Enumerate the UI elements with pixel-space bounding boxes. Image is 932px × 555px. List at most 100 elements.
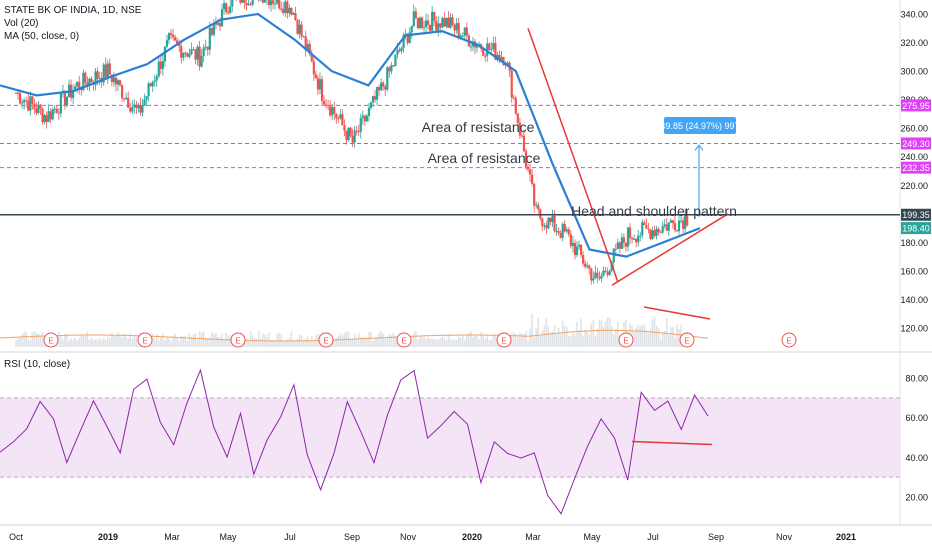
volume-bar xyxy=(97,340,99,347)
volume-bar xyxy=(442,336,444,347)
volume-bar xyxy=(448,334,450,347)
volume-bar xyxy=(546,318,548,347)
volume-bar xyxy=(641,324,643,347)
candle-body xyxy=(321,79,323,101)
x-tick-label: Mar xyxy=(164,532,180,542)
volume-bar xyxy=(258,332,260,347)
candle-body xyxy=(194,49,196,59)
volume-bar xyxy=(590,324,592,347)
volume-bar xyxy=(678,329,680,347)
volume-bar xyxy=(576,322,578,347)
candle-body xyxy=(570,234,572,246)
candle-body xyxy=(97,71,99,78)
candle-body xyxy=(678,221,680,231)
volume-bar xyxy=(172,336,174,347)
ma-legend: MA (50, close, 0) xyxy=(4,30,141,43)
volume-bar xyxy=(213,334,215,347)
volume-bar xyxy=(635,327,637,347)
volume-bar xyxy=(282,341,284,347)
x-tick-label: Jul xyxy=(647,532,659,542)
volume-bar xyxy=(333,340,335,347)
volume-bar xyxy=(456,340,458,347)
volume-bar xyxy=(15,340,17,347)
candle-body xyxy=(168,33,170,40)
rsi-y-tick-label: 80.00 xyxy=(905,374,928,384)
volume-bar xyxy=(170,341,172,347)
volume-bar xyxy=(586,332,588,347)
volume-bar xyxy=(34,331,36,347)
candle-body xyxy=(354,131,356,143)
candle-body xyxy=(50,111,52,119)
candle-body xyxy=(105,64,107,77)
earnings-label: E xyxy=(786,337,791,346)
candle-body xyxy=(537,205,539,209)
candle-body xyxy=(568,229,570,234)
annotation-text: 49.85 (24.97%) 997 xyxy=(660,121,739,131)
candle-body xyxy=(52,109,54,119)
volume-bar xyxy=(187,341,189,347)
volume-bar xyxy=(421,337,423,347)
volume-bar xyxy=(582,336,584,347)
candle-body xyxy=(647,229,649,230)
candle-body xyxy=(545,225,547,228)
volume-bar xyxy=(605,321,607,347)
volume-bar xyxy=(674,337,676,347)
volume-bar xyxy=(248,341,250,347)
candle-body xyxy=(56,109,58,113)
candle-body xyxy=(115,78,117,85)
candle-body xyxy=(596,273,598,278)
candle-body xyxy=(666,224,668,230)
candle-body xyxy=(241,0,243,3)
volume-bar xyxy=(666,318,668,347)
volume-bar xyxy=(513,332,515,347)
annotation-text: Area of resistance xyxy=(428,150,541,166)
candle-body xyxy=(37,105,39,113)
volume-bar xyxy=(646,330,648,347)
volume-bar xyxy=(386,338,388,347)
candle-body xyxy=(162,61,164,69)
candle-body xyxy=(680,221,682,222)
candle-body xyxy=(602,271,604,276)
volume-bar xyxy=(378,333,380,347)
candle-body xyxy=(584,264,586,267)
candle-body xyxy=(223,3,225,9)
candle-body xyxy=(458,23,460,37)
volume-bar xyxy=(488,340,490,347)
chart-legend: STATE BK OF INDIA, 1D, NSE Vol (20) MA (… xyxy=(4,4,141,43)
candle-body xyxy=(649,230,651,239)
candle-body xyxy=(313,61,315,74)
candle-body xyxy=(54,109,56,110)
candle-body xyxy=(521,135,523,136)
candle-body xyxy=(613,249,615,263)
price-level-label: 232.35 xyxy=(902,163,930,173)
volume-bar xyxy=(419,336,421,347)
volume-bar xyxy=(260,339,262,347)
volume-bar xyxy=(99,338,101,347)
candle-body xyxy=(617,242,619,249)
x-tick-label: Sep xyxy=(708,532,724,542)
candle-body xyxy=(523,136,525,151)
candle-body xyxy=(637,236,639,242)
volume-bar xyxy=(83,336,85,347)
candle-body xyxy=(394,55,396,66)
volume-bar xyxy=(78,338,80,347)
candle-body xyxy=(335,114,337,119)
volume-bar xyxy=(611,326,613,347)
volume-bar xyxy=(174,334,176,347)
volume-bar xyxy=(293,341,295,347)
candle-body xyxy=(337,118,339,119)
volume-bar xyxy=(548,327,550,347)
candle-body xyxy=(298,25,300,34)
y-tick-label: 320.00 xyxy=(900,38,928,48)
candle-body xyxy=(23,100,25,102)
volume-bar xyxy=(556,334,558,347)
volume-bar xyxy=(72,340,74,347)
candle-body xyxy=(411,26,413,32)
candle-body xyxy=(117,80,119,84)
candle-body xyxy=(437,23,439,30)
candle-body xyxy=(451,17,453,25)
candle-body xyxy=(190,49,192,54)
volume-bar xyxy=(117,332,119,347)
